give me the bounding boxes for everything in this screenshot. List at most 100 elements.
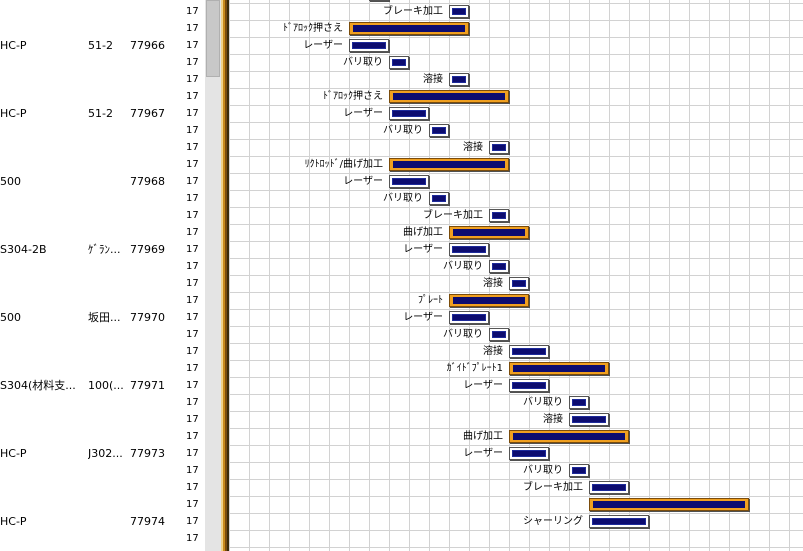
- work-number-cell: 77969: [130, 243, 165, 256]
- task-bar-fill: [452, 246, 486, 253]
- order-cell: 17: [186, 125, 199, 136]
- vertical-scrollbar[interactable]: [205, 0, 221, 551]
- scrollbar-thumb[interactable]: [206, 0, 220, 77]
- task-label: バリ取り: [443, 261, 483, 272]
- task-bar[interactable]: [509, 277, 529, 290]
- work-number-cell: 77973: [130, 447, 165, 460]
- spec-cell: 坂田...: [88, 311, 121, 324]
- task-bar[interactable]: [489, 141, 509, 154]
- task-label: ﾄﾞｱﾛｯｸ押さえ: [323, 91, 383, 102]
- task-bar-fill: [393, 161, 505, 168]
- task-bar-fill: [593, 501, 745, 508]
- task-bar[interactable]: [509, 345, 549, 358]
- task-bar[interactable]: [449, 226, 529, 239]
- order-cell: 17: [186, 193, 199, 204]
- task-bar[interactable]: [389, 56, 409, 69]
- task-bar[interactable]: [569, 413, 609, 426]
- order-cell: 17: [186, 295, 199, 306]
- order-cell: 17: [186, 278, 199, 289]
- order-cell: 17: [186, 23, 199, 34]
- task-label: バリ取り: [523, 397, 563, 408]
- work-number-cell: 77968: [130, 175, 165, 188]
- task-bar[interactable]: [489, 328, 509, 341]
- order-cell: 17: [186, 142, 199, 153]
- task-label: ﾘｸﾄﾛｯﾄﾞ/曲げ加工: [304, 159, 383, 170]
- spec-cell: [88, 173, 128, 190]
- task-bar[interactable]: [449, 73, 469, 86]
- order-cell: 17: [186, 380, 199, 391]
- product-cell: HC-P: [0, 447, 27, 460]
- task-bar[interactable]: [569, 464, 589, 477]
- product-cell: HC-P: [0, 515, 27, 528]
- task-bar[interactable]: [509, 430, 629, 443]
- task-bar[interactable]: [449, 243, 489, 256]
- gantt-chart: [229, 0, 803, 551]
- task-bar-fill: [513, 365, 605, 372]
- task-bar[interactable]: [589, 481, 629, 494]
- task-bar[interactable]: [569, 396, 589, 409]
- order-cell: 17: [186, 244, 199, 255]
- task-bar-fill: [492, 212, 506, 219]
- task-bar[interactable]: [429, 124, 449, 137]
- task-label: 溶接: [483, 278, 503, 289]
- task-bar[interactable]: [429, 192, 449, 205]
- task-bar[interactable]: [589, 498, 749, 511]
- task-bar-fill: [452, 8, 466, 15]
- task-bar[interactable]: [389, 175, 429, 188]
- task-label: ﾌﾟﾚｰﾄ: [418, 295, 443, 306]
- task-label: 溶接: [483, 346, 503, 357]
- task-bar-fill: [392, 110, 426, 117]
- task-label: レーザー: [463, 448, 503, 459]
- task-label: レーザー: [343, 108, 383, 119]
- pane-splitter[interactable]: [221, 0, 229, 551]
- order-cell: 17: [186, 329, 199, 340]
- work-number-cell: 77967: [130, 107, 165, 120]
- task-bar[interactable]: [589, 515, 649, 528]
- task-bar[interactable]: [369, 0, 389, 1]
- task-bar[interactable]: [389, 158, 509, 171]
- order-cell: 17: [186, 533, 199, 544]
- task-bar[interactable]: [489, 209, 509, 222]
- task-bar-fill: [512, 382, 546, 389]
- task-bar[interactable]: [389, 90, 509, 103]
- spec-cell: ｹﾞﾗﾝ...: [88, 243, 121, 256]
- task-bar-fill: [432, 127, 446, 134]
- spec-cell: J302...: [88, 447, 123, 460]
- task-bar-fill: [572, 399, 586, 406]
- spec-cell: 100(...: [88, 379, 124, 392]
- spec-cell: 51-2: [88, 107, 113, 120]
- task-bar[interactable]: [509, 362, 609, 375]
- task-bar[interactable]: [489, 260, 509, 273]
- order-cell: 17: [186, 227, 199, 238]
- task-bar[interactable]: [449, 311, 489, 324]
- task-label: レーザー: [343, 176, 383, 187]
- task-bar-fill: [512, 450, 546, 457]
- task-label: 溶接: [423, 74, 443, 85]
- product-cell: S304(材料支...: [0, 379, 76, 392]
- order-cell: 17: [186, 465, 199, 476]
- task-bar-fill: [453, 229, 525, 236]
- order-cell: 17: [186, 499, 199, 510]
- task-bar-fill: [492, 144, 506, 151]
- task-bar[interactable]: [349, 39, 389, 52]
- task-bar[interactable]: [349, 22, 469, 35]
- order-cell: 17: [186, 431, 199, 442]
- task-label: ﾄﾞｱﾛｯｸ押さえ: [283, 23, 343, 34]
- task-bar-fill: [572, 467, 586, 474]
- task-bar-fill: [452, 76, 466, 83]
- task-bar[interactable]: [509, 379, 549, 392]
- task-bar[interactable]: [449, 294, 529, 307]
- order-cell: 17: [186, 91, 199, 102]
- task-label: シャーリング: [523, 516, 583, 527]
- task-bar[interactable]: [509, 447, 549, 460]
- product-cell: S304-2B: [0, 243, 47, 256]
- task-bar-fill: [352, 42, 386, 49]
- order-cell: 17: [186, 482, 199, 493]
- task-bar[interactable]: [449, 5, 469, 18]
- task-label: ｶﾞｲﾄﾞﾌﾟﾚｰﾄ1: [446, 363, 503, 374]
- task-bar[interactable]: [389, 107, 429, 120]
- product-cell: HC-P: [0, 107, 27, 120]
- task-bar-fill: [393, 93, 505, 100]
- order-cell: 17: [186, 363, 199, 374]
- order-cell: 17: [186, 210, 199, 221]
